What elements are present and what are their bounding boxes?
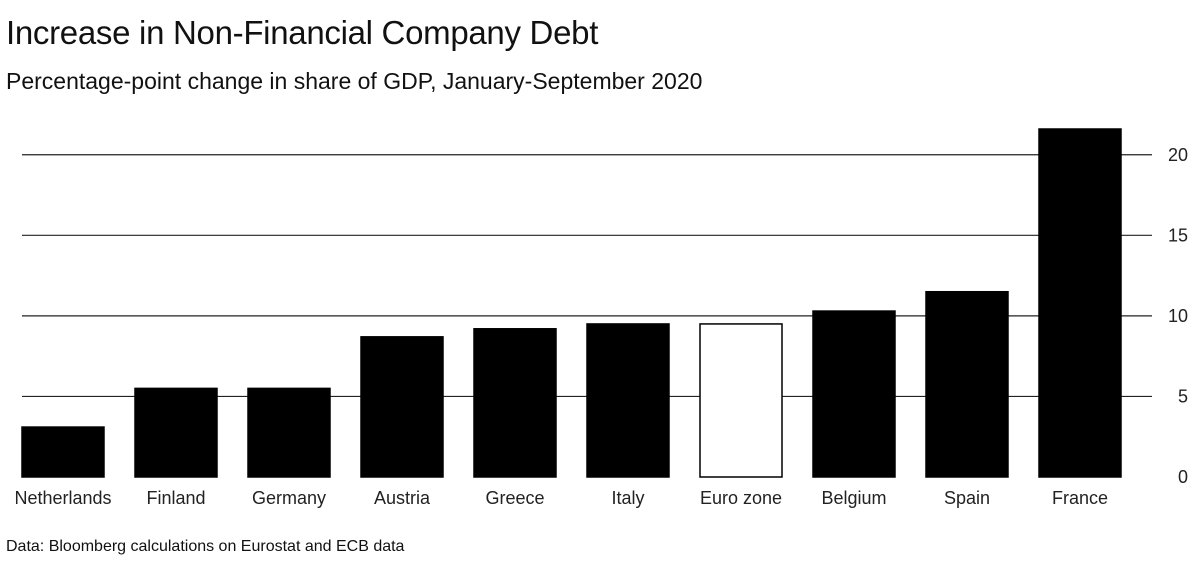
source-note: Data: Bloomberg calculations on Eurostat… [6,538,405,555]
category-label: Finland [146,488,205,508]
bar-finland [134,387,218,478]
bars [21,128,1122,478]
category-label: Spain [944,488,990,508]
bar-france [1038,128,1122,478]
y-tick-label: 5 [1178,386,1188,406]
category-label: Austria [374,488,431,508]
category-label: Netherlands [14,488,111,508]
chart-title: Increase in Non-Financial Company Debt [6,14,599,51]
y-tick-label: 0 [1178,467,1188,487]
bar-netherlands [21,426,105,478]
bar-spain [925,290,1009,478]
y-tick-label: 20 [1168,145,1188,165]
y-tick-labels: 0 5 10 15 20 [1168,145,1188,487]
category-label: Greece [485,488,544,508]
category-label: Germany [252,488,326,508]
category-label: France [1052,488,1108,508]
bar-greece [473,328,557,478]
category-label: Italy [611,488,644,508]
bar-austria [360,336,444,478]
category-labels: Netherlands Finland Germany Austria Greece It… [14,488,1108,508]
y-tick-label: 15 [1168,225,1188,245]
bar-germany [247,387,331,478]
category-label: Belgium [821,488,886,508]
category-label: Euro zone [700,488,782,508]
bar-italy [586,323,670,478]
bar-belgium [812,310,896,478]
chart-subtitle: Percentage-point change in share of GDP,… [6,68,703,94]
y-tick-label: 10 [1168,306,1188,326]
bar-euro-zone [699,323,783,478]
